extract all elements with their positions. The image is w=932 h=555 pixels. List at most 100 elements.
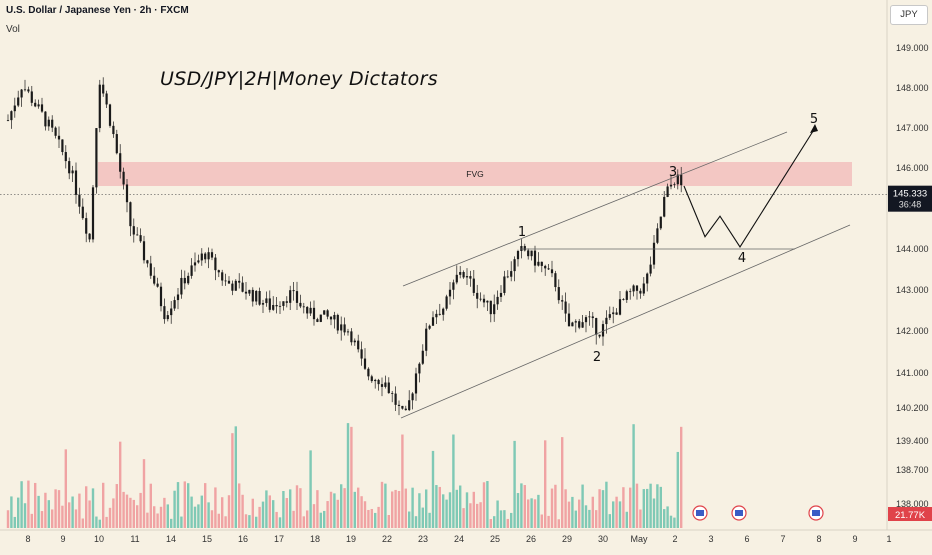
candle-body xyxy=(622,299,625,301)
volume-bar xyxy=(319,512,322,528)
candle-body xyxy=(136,234,139,236)
candle-body xyxy=(608,314,611,318)
candle-body xyxy=(88,233,91,240)
candle-body xyxy=(581,322,584,328)
candle-body xyxy=(105,93,108,105)
candle-body xyxy=(61,139,64,153)
x-tick-label: 1 xyxy=(886,534,891,544)
volume-bar xyxy=(238,483,241,528)
volume-bar xyxy=(190,496,193,528)
candle-body xyxy=(312,307,316,320)
volume-bar xyxy=(544,440,547,528)
candle-body xyxy=(292,290,295,292)
candle-body xyxy=(333,314,336,320)
candle-body xyxy=(255,290,258,302)
candle-body xyxy=(533,250,537,266)
volume-bar xyxy=(353,491,356,528)
volume-bar xyxy=(40,511,44,528)
candle-body xyxy=(469,276,472,279)
volume-bar xyxy=(591,496,594,528)
candle-body xyxy=(629,291,632,293)
candle-body xyxy=(51,119,54,128)
candle-body xyxy=(618,299,622,315)
x-tick-label: 26 xyxy=(526,534,536,544)
volume-bar xyxy=(173,490,176,528)
candle-body xyxy=(482,298,486,303)
volume-bar xyxy=(139,492,142,528)
candle-body xyxy=(615,312,618,315)
candle-body xyxy=(156,283,159,287)
candle-body xyxy=(397,404,401,406)
x-tick-label: 2 xyxy=(672,534,677,544)
volume-bar xyxy=(47,500,50,528)
candle-body xyxy=(523,246,526,251)
candle-body xyxy=(37,104,40,107)
candle-body xyxy=(187,275,190,284)
candle-body xyxy=(139,235,142,242)
candle-body xyxy=(207,252,210,260)
volume-bar xyxy=(574,510,577,528)
volume-bar xyxy=(615,496,618,528)
candle-body xyxy=(666,186,669,197)
volume-bar xyxy=(244,514,248,528)
candle-body xyxy=(550,269,554,274)
candle-body xyxy=(646,273,649,284)
volume-bar xyxy=(489,519,492,528)
candle-body xyxy=(547,268,550,270)
volume-bar xyxy=(166,504,169,528)
volume-bar xyxy=(306,510,309,528)
volume-bar xyxy=(472,491,475,528)
volume-bar xyxy=(557,519,560,528)
candle-body xyxy=(591,316,594,319)
candle-body xyxy=(578,321,581,328)
candle-body xyxy=(506,276,509,278)
candle-body xyxy=(669,184,673,187)
candle-body xyxy=(442,308,445,315)
candle-body xyxy=(244,291,248,294)
volume-bar xyxy=(642,489,645,528)
volume-bar xyxy=(102,482,105,528)
volume-bar xyxy=(95,516,98,528)
volume-bar xyxy=(618,501,622,528)
candle-body xyxy=(302,306,305,308)
volume-bar xyxy=(646,488,649,528)
volume-bar xyxy=(370,508,373,528)
candle-body xyxy=(6,120,10,121)
volume-bar xyxy=(598,489,601,528)
x-tick-label: 18 xyxy=(310,534,320,544)
candle-body xyxy=(676,174,679,185)
y-tick-label: 141.000 xyxy=(896,368,929,378)
candle-body xyxy=(183,277,186,284)
x-tick-label: 25 xyxy=(490,534,500,544)
x-tick-label: 22 xyxy=(382,534,392,544)
fvg-label: FVG xyxy=(466,169,483,179)
candle-body xyxy=(574,321,577,323)
channel-lower-line xyxy=(400,224,851,419)
volume-bar xyxy=(295,485,299,528)
volume-bar xyxy=(336,499,339,528)
candle-body xyxy=(459,272,462,275)
currency-selector[interactable]: JPY xyxy=(890,5,928,25)
volume-bar xyxy=(663,509,666,528)
volume-bar xyxy=(115,484,118,528)
volume-bar xyxy=(88,500,91,528)
projection-arrowhead xyxy=(810,124,818,133)
volume-bar xyxy=(540,514,543,528)
volume-bar xyxy=(513,440,516,528)
candle-body xyxy=(30,91,33,103)
volume-bar xyxy=(241,494,244,528)
x-tick-label: 8 xyxy=(25,534,30,544)
volume-bar xyxy=(448,492,452,528)
volume-bar xyxy=(207,502,210,528)
volume-bar xyxy=(408,511,411,528)
volume-bar xyxy=(51,509,54,528)
volume-bar xyxy=(343,488,346,528)
volume-bar xyxy=(649,483,652,528)
volume-bar xyxy=(221,497,224,528)
bar-countdown: 36:48 xyxy=(899,200,922,210)
volume-bar xyxy=(227,495,231,528)
x-tick-label: 19 xyxy=(346,534,356,544)
volume-bar xyxy=(214,487,217,528)
